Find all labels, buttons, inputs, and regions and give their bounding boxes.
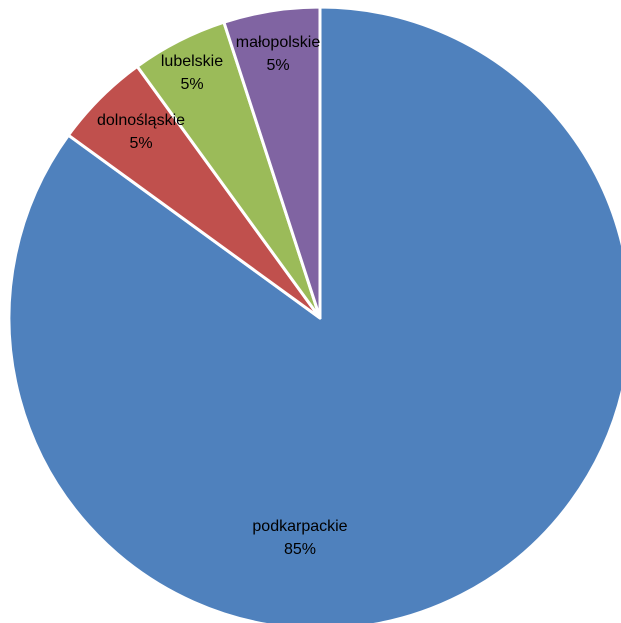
pie-slice-4 (222, 5, 322, 320)
slice-percent-label: 5% (129, 135, 152, 152)
slice-label-group-1: podkarpackie 85% (252, 518, 347, 558)
slice-label-group-4: małopolskie 5% (236, 34, 321, 74)
slice-percent-label: 85% (284, 541, 316, 558)
slice-category-label: małopolskie (236, 34, 321, 51)
pie-labels: podkarpackie 85% dolnośląskie 5% lubelskie 5%… (97, 34, 348, 558)
slice-category-label: podkarpackie (252, 518, 347, 535)
slice-category-label: lubelskie (161, 53, 223, 70)
slice-percent-label: 5% (266, 57, 289, 74)
slice-percent-label: 5% (180, 76, 203, 93)
slice-label-group-2: dolnośląskie 5% (97, 112, 185, 152)
pie-slices (7, 5, 621, 623)
slice-category-label: dolnośląskie (97, 112, 185, 129)
slice-label-group-3: lubelskie 5% (161, 53, 223, 93)
